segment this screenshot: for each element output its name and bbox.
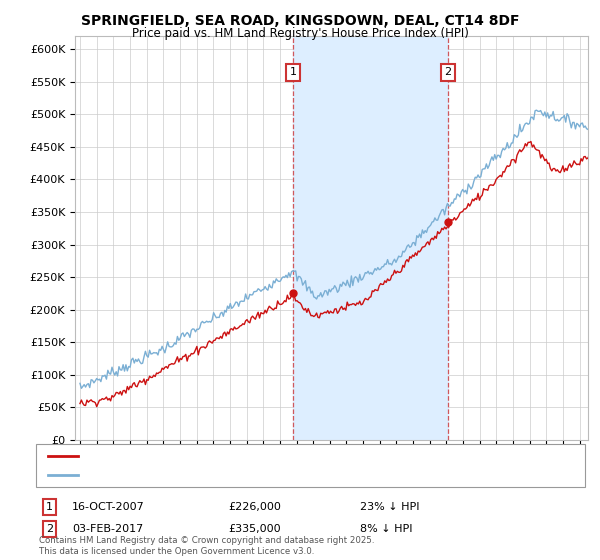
Text: SPRINGFIELD, SEA ROAD, KINGSDOWN, DEAL, CT14 8DF (detached house): SPRINGFIELD, SEA ROAD, KINGSDOWN, DEAL, … bbox=[83, 451, 470, 461]
Text: 2: 2 bbox=[445, 67, 451, 77]
Text: 03-FEB-2017: 03-FEB-2017 bbox=[72, 524, 143, 534]
Text: £335,000: £335,000 bbox=[228, 524, 281, 534]
Text: 2: 2 bbox=[46, 524, 53, 534]
Text: 23% ↓ HPI: 23% ↓ HPI bbox=[360, 502, 419, 512]
Bar bbox=[293, 36, 448, 440]
Text: 8% ↓ HPI: 8% ↓ HPI bbox=[360, 524, 413, 534]
Text: 16-OCT-2007: 16-OCT-2007 bbox=[72, 502, 145, 512]
Text: HPI: Average price, detached house, Dover: HPI: Average price, detached house, Dove… bbox=[83, 470, 307, 480]
Text: 1: 1 bbox=[46, 502, 53, 512]
Text: 1: 1 bbox=[290, 67, 296, 77]
Text: Contains HM Land Registry data © Crown copyright and database right 2025.
This d: Contains HM Land Registry data © Crown c… bbox=[39, 536, 374, 556]
Text: SPRINGFIELD, SEA ROAD, KINGSDOWN, DEAL, CT14 8DF: SPRINGFIELD, SEA ROAD, KINGSDOWN, DEAL, … bbox=[81, 14, 519, 28]
Text: Price paid vs. HM Land Registry's House Price Index (HPI): Price paid vs. HM Land Registry's House … bbox=[131, 27, 469, 40]
Text: £226,000: £226,000 bbox=[228, 502, 281, 512]
